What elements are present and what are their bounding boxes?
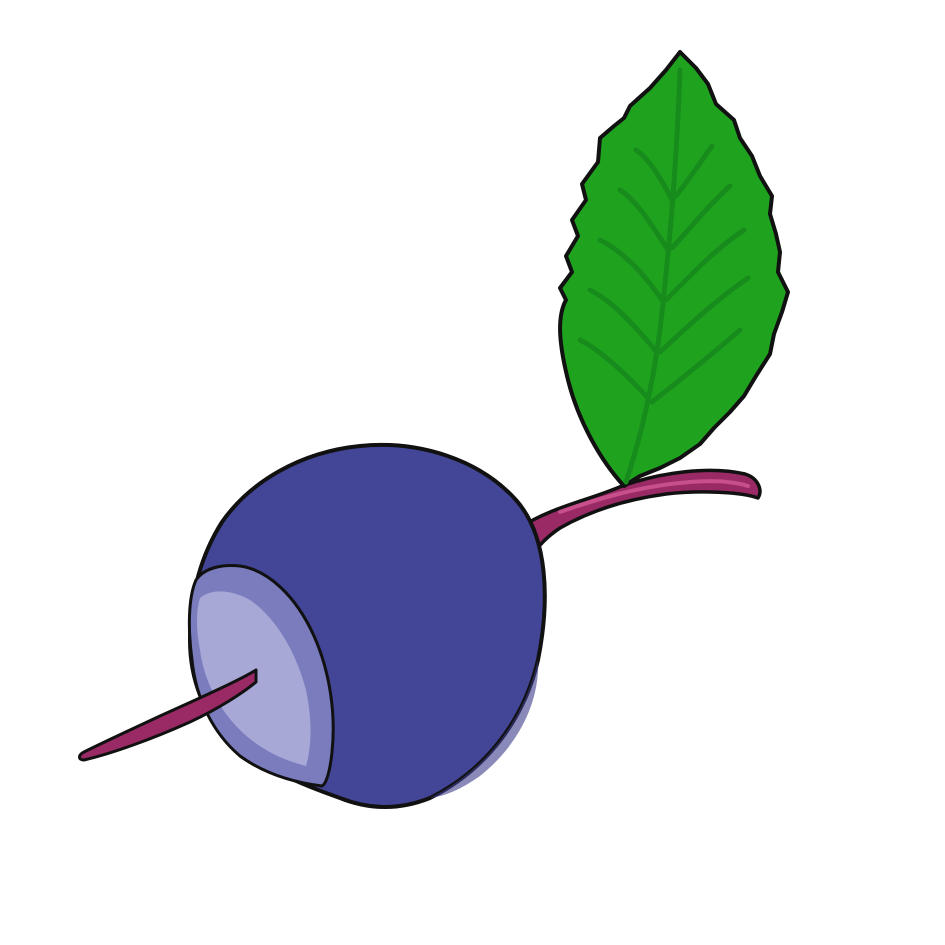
stem-icon [518,468,762,558]
root-icon [78,668,258,762]
leaf-icon [558,50,790,488]
